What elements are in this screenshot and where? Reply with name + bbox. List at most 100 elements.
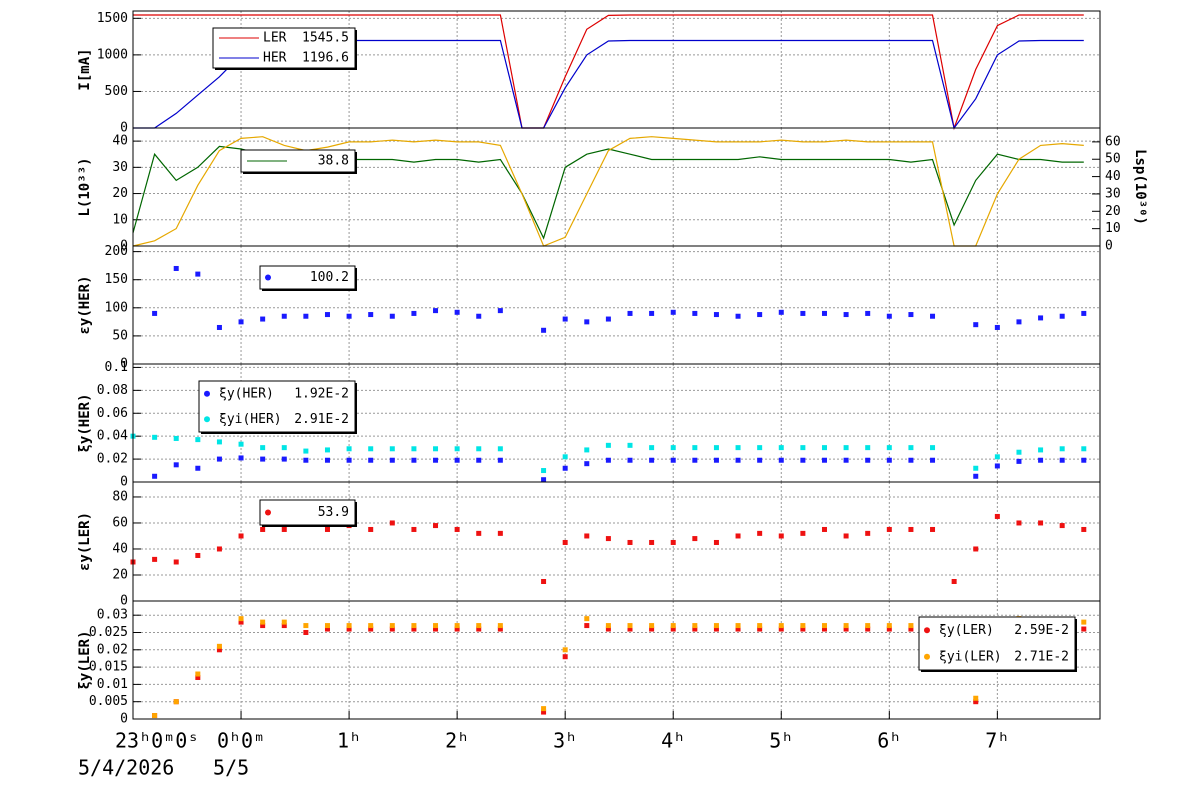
- data-point: [433, 457, 439, 463]
- data-point: [173, 435, 179, 441]
- data-point: [692, 623, 698, 629]
- data-point: [411, 457, 417, 463]
- data-point: [433, 446, 439, 452]
- y2-tick-label: 30: [1105, 186, 1121, 201]
- x-tick-label: 7ʰ: [985, 729, 1009, 753]
- data-point: [908, 312, 914, 318]
- data-point: [649, 539, 655, 545]
- data-point: [994, 454, 1000, 460]
- data-point: [497, 446, 503, 452]
- data-point: [324, 312, 330, 318]
- data-point: [584, 319, 590, 325]
- data-point: [173, 462, 179, 468]
- data-point: [713, 457, 719, 463]
- data-point: [757, 457, 763, 463]
- x-tick-label: 1ʰ: [337, 729, 361, 753]
- data-point: [843, 457, 849, 463]
- data-point: [389, 623, 395, 629]
- data-point: [281, 623, 287, 629]
- data-point: [1059, 313, 1065, 319]
- data-point: [843, 445, 849, 451]
- y-axis-label: L(10³³): [77, 157, 93, 216]
- data-point: [865, 457, 871, 463]
- y-tick-label: 1500: [97, 11, 128, 26]
- data-point: [195, 552, 201, 558]
- data-point: [1038, 520, 1044, 526]
- legend-value: 1545.5: [302, 31, 349, 46]
- data-point: [713, 445, 719, 451]
- data-point: [778, 533, 784, 539]
- data-point: [757, 626, 763, 632]
- data-point: [865, 445, 871, 451]
- data-point: [238, 319, 244, 325]
- data-point: [692, 536, 698, 542]
- data-point: [346, 313, 352, 319]
- data-point: [346, 626, 352, 632]
- x-tick-label: 0ʰ0ᵐ: [217, 729, 265, 753]
- data-point: [649, 445, 655, 451]
- data-point: [735, 457, 741, 463]
- data-point: [649, 626, 655, 632]
- data-point: [778, 623, 784, 629]
- legend-marker: [265, 509, 271, 516]
- data-point: [238, 533, 244, 539]
- data-point: [713, 626, 719, 632]
- data-point: [627, 539, 633, 545]
- legend-box: [198, 380, 356, 433]
- data-point: [735, 626, 741, 632]
- data-point: [476, 623, 482, 629]
- data-point: [778, 445, 784, 451]
- data-point: [411, 310, 417, 316]
- data-point: [670, 623, 676, 629]
- data-point: [389, 520, 395, 526]
- data-point: [346, 457, 352, 463]
- data-point: [454, 526, 460, 532]
- data-point: [584, 447, 590, 453]
- data-point: [216, 439, 222, 445]
- data-point: [324, 626, 330, 632]
- data-point: [497, 457, 503, 463]
- y-tick-label: 0: [120, 594, 128, 609]
- legend-label: ξyi(HER): [219, 412, 282, 427]
- data-point: [476, 530, 482, 536]
- plot-frame: [132, 600, 1101, 720]
- data-point: [541, 706, 547, 712]
- data-point: [497, 308, 503, 314]
- data-point: [670, 539, 676, 545]
- data-point: [238, 616, 244, 622]
- series-line: [132, 136, 1084, 247]
- data-point: [735, 533, 741, 539]
- data-point: [692, 626, 698, 632]
- legend-value: 2.71E-2: [1014, 649, 1069, 664]
- data-point: [843, 533, 849, 539]
- data-point: [865, 530, 871, 536]
- y-axis-label: εy(LER): [77, 512, 93, 571]
- data-point: [1038, 447, 1044, 453]
- data-point: [930, 313, 936, 319]
- data-point: [368, 457, 374, 463]
- data-point: [757, 623, 763, 629]
- x-tick-label: 4ʰ: [661, 729, 685, 753]
- data-point: [800, 530, 806, 536]
- data-point: [411, 446, 417, 452]
- data-point: [584, 623, 590, 629]
- data-point: [1016, 520, 1022, 526]
- data-point: [1081, 626, 1087, 632]
- y-tick-label: 20: [112, 186, 128, 201]
- y-tick-label: 50: [112, 328, 128, 343]
- data-point: [973, 546, 979, 552]
- y2-tick-label: 10: [1105, 221, 1121, 236]
- y-tick-label: 1000: [97, 47, 128, 62]
- data-point: [152, 434, 158, 440]
- x-date-label: 5/5: [213, 756, 249, 780]
- y2-tick-label: 20: [1105, 204, 1121, 219]
- data-point: [886, 457, 892, 463]
- data-point: [476, 457, 482, 463]
- data-point: [821, 445, 827, 451]
- data-point: [951, 578, 957, 584]
- y-tick-label: 0: [120, 357, 128, 372]
- data-point: [1038, 457, 1044, 463]
- data-point: [281, 619, 287, 625]
- legend-box: [212, 27, 356, 69]
- data-point: [778, 626, 784, 632]
